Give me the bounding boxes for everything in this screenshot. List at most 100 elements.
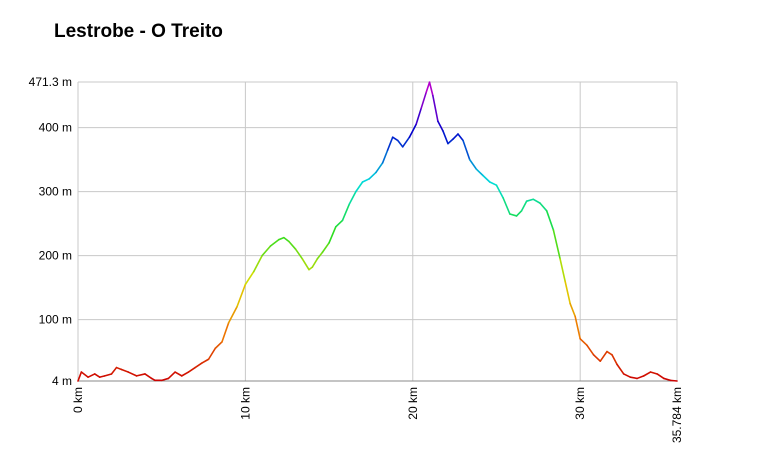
profile-segment-73	[525, 198, 535, 202]
profile-segment-54	[420, 91, 427, 110]
profile-segment-9	[127, 371, 138, 377]
profile-segment-56	[428, 81, 434, 97]
profile-segment-38	[321, 241, 330, 254]
profile-segment-50	[396, 139, 404, 148]
profile-segment-43	[355, 181, 364, 193]
y-tick-label-2: 200 m	[39, 249, 72, 263]
profile-segment-87	[611, 353, 618, 366]
y-tick-label-5: 471.3 m	[29, 75, 72, 89]
profile-segment-3	[93, 373, 101, 378]
x-tick-labels: 0 km 10 km 20 km 30 km 35.784 km	[71, 387, 684, 443]
profile-segment-81	[574, 315, 581, 340]
profile-segment-94	[656, 373, 665, 380]
profile-segment-31	[283, 236, 290, 243]
profile-segment-53	[415, 107, 422, 126]
profile-segment-91	[636, 375, 645, 380]
profile-segment-88	[616, 363, 625, 375]
profile-segment-57	[432, 94, 439, 123]
y-tick-label-3: 300 m	[39, 185, 72, 199]
x-tick-label-3: 30 km	[573, 387, 587, 420]
profile-segment-5	[103, 373, 113, 377]
profile-segment-44	[361, 178, 371, 183]
plot-area-background	[78, 82, 677, 381]
profile-segment-60	[447, 138, 454, 145]
y-tick-label-1: 100 m	[39, 313, 72, 327]
profile-segment-67	[488, 181, 498, 187]
profile-segment-77	[552, 229, 561, 260]
profile-segment-10	[135, 373, 146, 377]
profile-segment-59	[442, 130, 449, 145]
profile-segment-29	[269, 238, 280, 247]
profile-segment-64	[468, 158, 478, 171]
profile-segment-16	[174, 371, 183, 377]
x-tick-label-0: 0 km	[71, 387, 85, 413]
profile-segment-41	[341, 203, 350, 222]
profile-segment-45	[368, 171, 377, 180]
profile-segment-11	[144, 373, 153, 380]
profile-segment-34	[301, 257, 310, 271]
x-tick-label-4: 35.784 km	[670, 387, 684, 443]
profile-segment-19	[194, 362, 203, 369]
profile-segment-48	[386, 136, 394, 151]
profile-segment-79	[564, 280, 571, 305]
profile-segment-0	[77, 371, 83, 382]
profile-segment-74	[532, 198, 541, 204]
profile-segment-18	[187, 366, 196, 373]
profile-segment-25	[236, 283, 247, 308]
profile-segment-90	[629, 376, 638, 380]
profile-segment-17	[180, 371, 190, 377]
chart-title: Lestrobe - O Treito	[54, 21, 223, 42]
profile-segment-69	[502, 197, 511, 215]
profile-segment-70	[509, 213, 518, 217]
profile-segment-58	[437, 120, 444, 132]
profile-segment-1	[80, 371, 89, 378]
profile-segment-68	[495, 184, 504, 199]
profile-segment-21	[207, 347, 217, 361]
profile-segment-52	[408, 123, 417, 139]
profile-segment-61	[452, 133, 459, 140]
profile-segment-40	[334, 219, 344, 228]
profile-segment-47	[381, 149, 389, 164]
profile-segment-42	[348, 190, 357, 206]
profile-segment-66	[482, 174, 491, 183]
profile-segment-8	[120, 368, 130, 373]
profile-segment-76	[545, 210, 555, 231]
profile-segment-71	[515, 210, 523, 217]
profile-segment-65	[475, 168, 484, 177]
elevation-series	[77, 81, 678, 382]
profile-segment-15	[167, 371, 176, 380]
y-tick-labels: 4 m 100 m 200 m 300 m 400 m 471.3 m	[29, 75, 72, 388]
profile-segment-26	[244, 270, 255, 286]
profile-segment-92	[642, 371, 652, 377]
profile-segment-83	[586, 344, 595, 356]
profile-segment-72	[520, 200, 528, 212]
profile-segment-2	[87, 373, 96, 378]
profile-segment-86	[606, 350, 613, 356]
profile-segment-62	[457, 133, 464, 142]
x-tick-label-1: 10 km	[238, 387, 252, 420]
profile-segment-95	[663, 377, 672, 382]
profile-segment-55	[425, 81, 431, 94]
profile-segment-22	[214, 341, 223, 350]
profile-segment-51	[401, 136, 411, 148]
profile-segment-20	[201, 358, 210, 364]
profile-segment-85	[599, 350, 608, 362]
profile-segment-4	[98, 375, 106, 378]
y-tick-label-0: 4 m	[52, 374, 72, 388]
profile-segment-32	[288, 240, 297, 250]
profile-segment-27	[252, 254, 263, 273]
profile-segment-63	[462, 139, 471, 161]
profile-segment-93	[649, 371, 658, 375]
profile-segment-84	[592, 353, 602, 362]
profile-segment-23	[221, 321, 230, 343]
profile-segment-46	[375, 162, 384, 174]
x-tick-label-2: 20 km	[406, 387, 420, 420]
y-tick-label-4: 400 m	[39, 121, 72, 135]
profile-segment-89	[622, 373, 632, 378]
profile-segment-37	[316, 251, 324, 260]
profile-segment-7	[115, 366, 123, 371]
profile-segment-80	[569, 302, 576, 318]
profile-segment-82	[579, 337, 588, 346]
profile-segment-28	[261, 245, 272, 257]
